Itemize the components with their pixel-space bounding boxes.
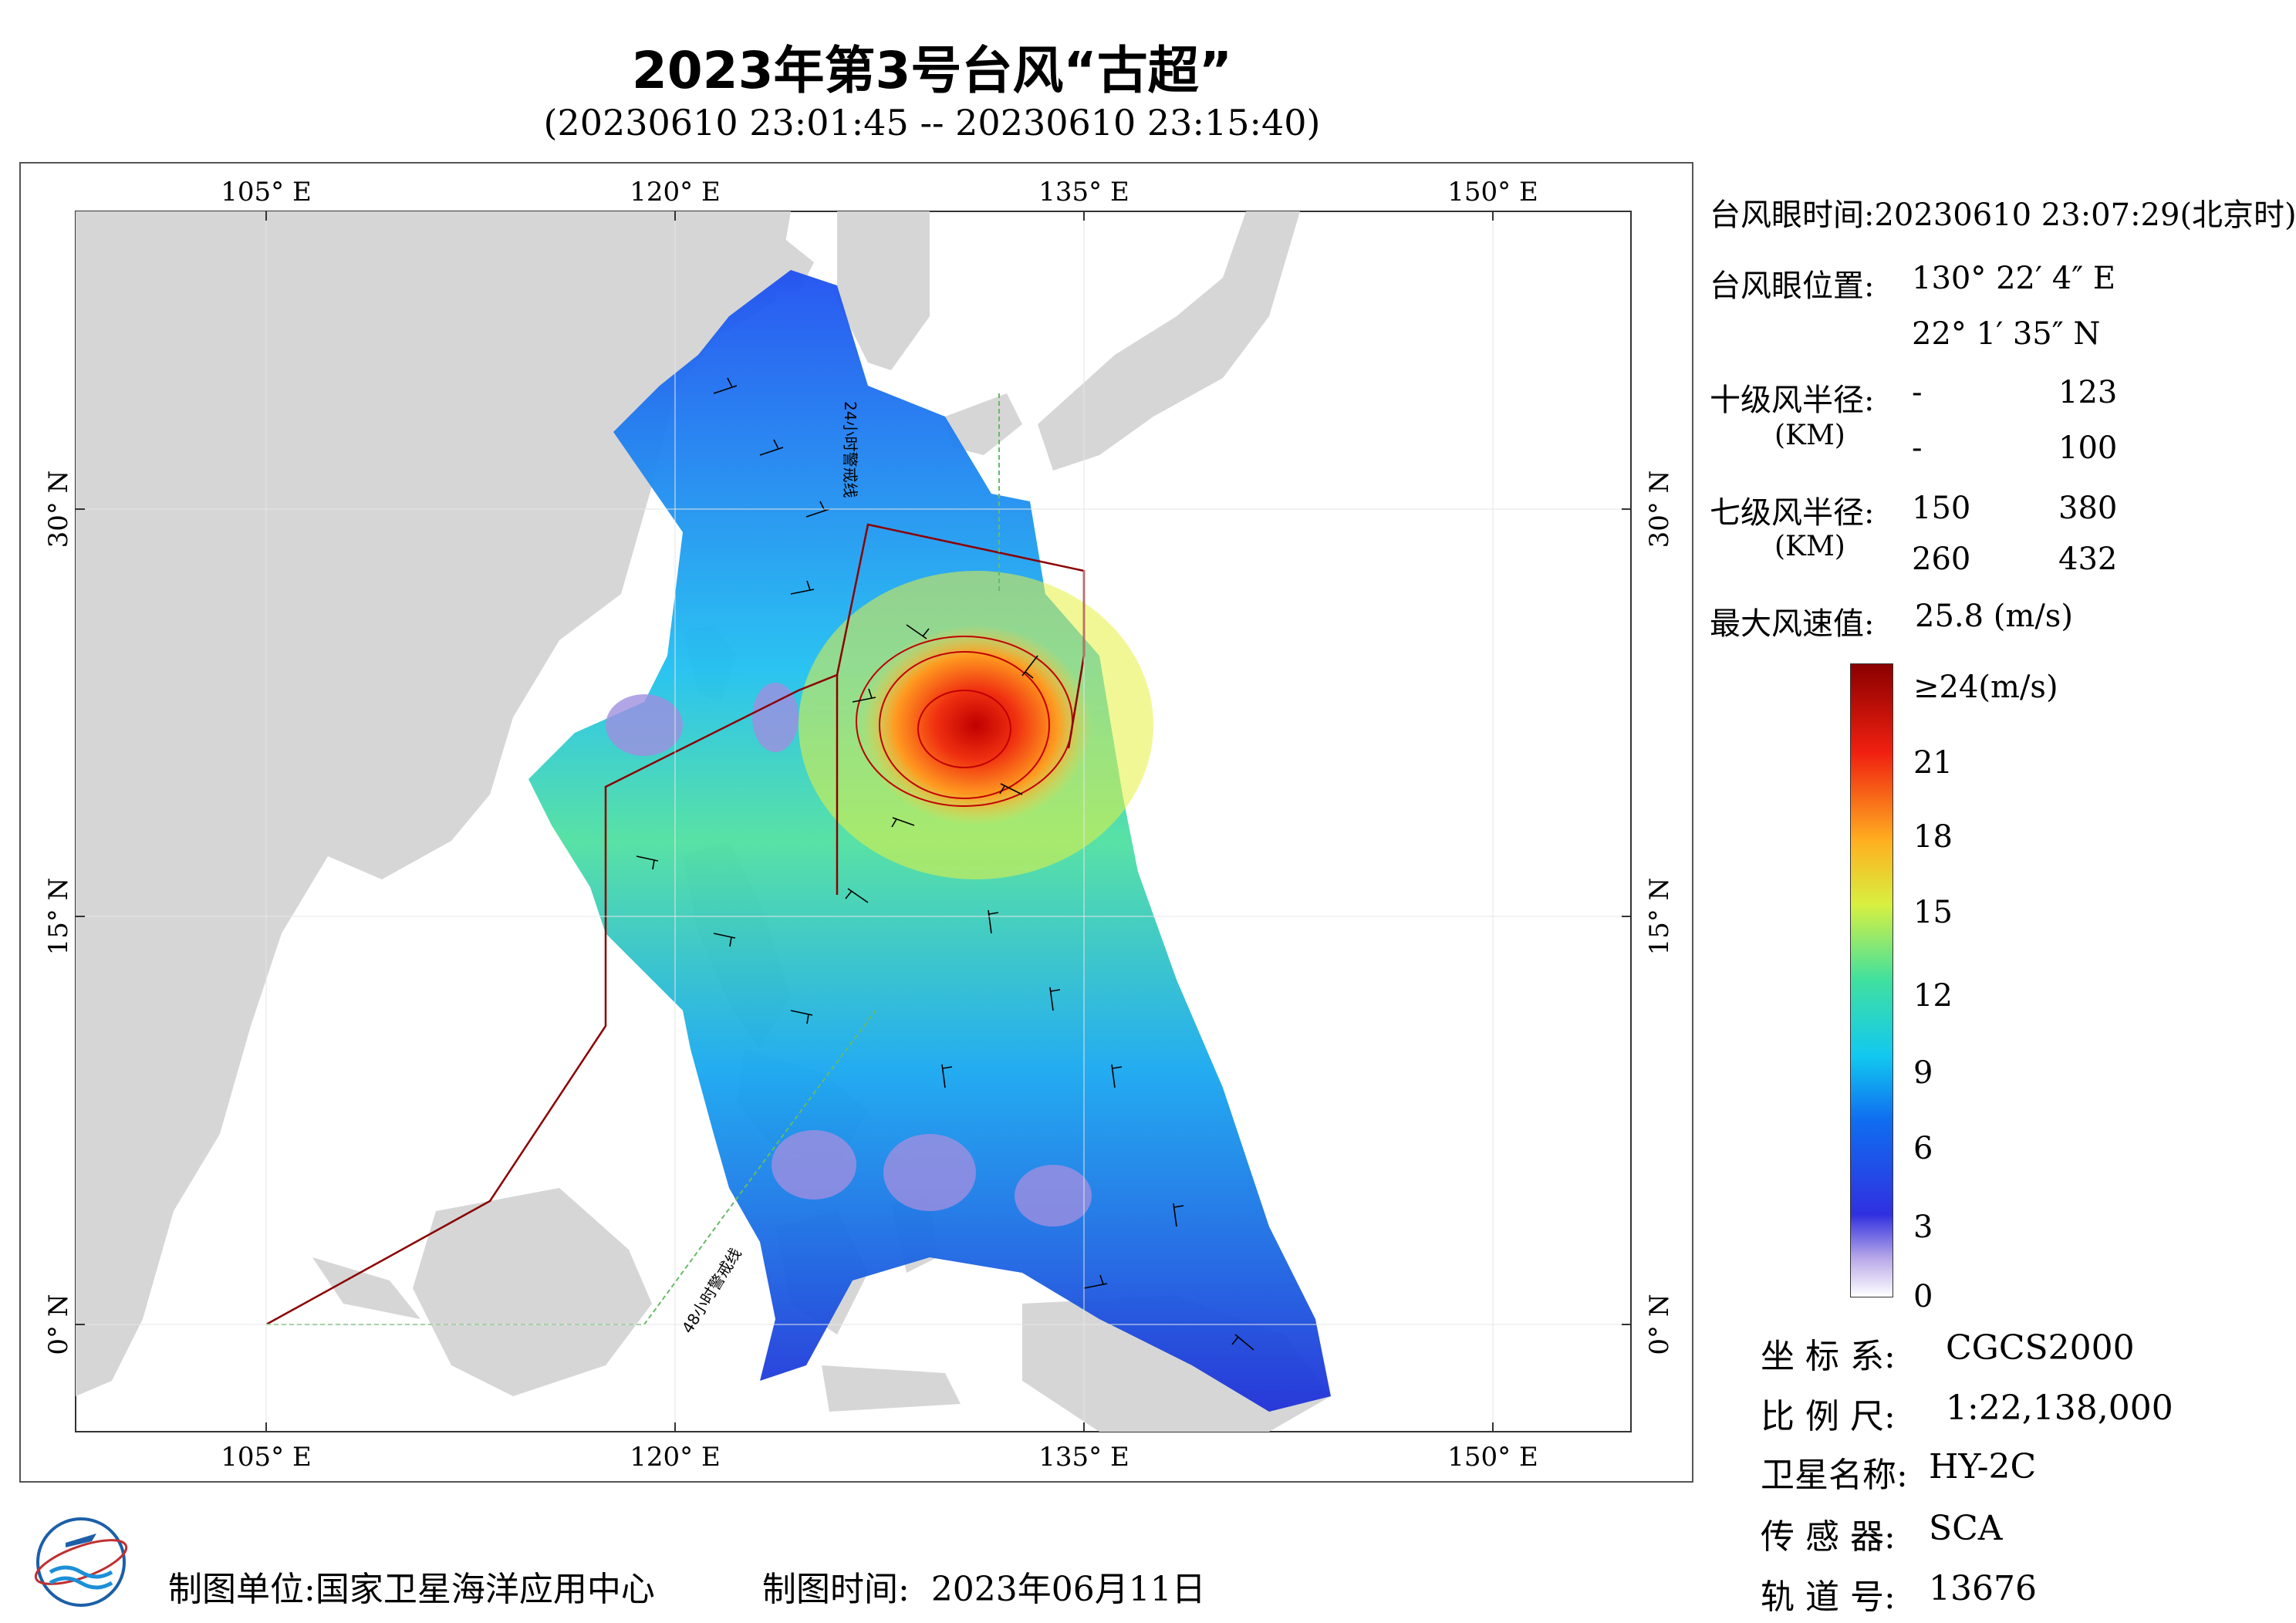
low-wind-patches — [606, 683, 1092, 1227]
eye-time-label: 台风眼时间: — [1710, 197, 1875, 233]
wind-speed-colorbar — [1850, 663, 1893, 1297]
lon-tick-top: 150° E — [1447, 177, 1538, 208]
lon-tick-top: 105° E — [221, 177, 312, 208]
r10-row1-col1: - — [1912, 375, 1923, 410]
coord-value: CGCS2000 — [1946, 1328, 2135, 1368]
production-unit-value: 国家卫星海洋应用中心 — [315, 1570, 655, 1609]
eye-position-label: 台风眼位置: — [1710, 268, 1875, 304]
colorbar-label: ≥24(m/s) — [1913, 670, 2058, 705]
lat-tick-left: 15° N — [43, 878, 74, 956]
production-time: 制图时间: 2023年06月11日 — [762, 1561, 1206, 1611]
r7-label: 七级风半径: — [1710, 495, 1875, 531]
production-unit-label: 制图单位: — [168, 1570, 316, 1609]
scale-value: 1:22,138,000 — [1946, 1388, 2173, 1428]
r10-row1-col2: 123 — [2058, 375, 2118, 410]
production-time-value: 2023年06月11日 — [930, 1570, 1206, 1609]
r10-label: 十级风半径: — [1710, 383, 1875, 418]
map-title: 2023年第3号台风“古超” — [631, 41, 1233, 100]
eye-latitude: 22° 1′ 35″ N — [1912, 316, 2101, 352]
lon-tick-top: 135° E — [1038, 177, 1129, 208]
wind-barbs — [636, 377, 1254, 1351]
r10-row2-col2: 100 — [2058, 430, 2118, 466]
satellite-label: 卫星名称: — [1761, 1456, 1908, 1495]
r10-row2-col1: - — [1912, 430, 1923, 466]
r10-unit: (KM) — [1774, 420, 1845, 451]
observation-time-range: (20230610 23:01:45 -- 20230610 23:15:40) — [543, 102, 1321, 143]
orbit-label: 轨 道 号: — [1761, 1577, 1896, 1617]
colorbar-label: 15 — [1913, 895, 1953, 930]
production-time-label: 制图时间: — [762, 1570, 910, 1609]
lat-tick-right: 15° N — [1644, 878, 1675, 956]
production-unit: 制图单位:国家卫星海洋应用中心 — [168, 1561, 655, 1611]
scale-label: 比 例 尺: — [1761, 1397, 1896, 1436]
typhoon-wind-map: 24小时警戒线 48小时警戒线 105° E 120° E 135° E 150… — [43, 177, 1675, 1473]
r7-row2-col2: 432 — [2058, 542, 2118, 577]
lat-tick-right: 30° N — [1644, 471, 1675, 548]
tick-marks — [76, 211, 1631, 1432]
label-24h-warning-line: 24小时警戒线 — [841, 401, 859, 498]
eye-longitude: 130° 22′ 4″ E — [1912, 261, 2116, 296]
lon-tick-top: 120° E — [630, 177, 721, 208]
lat-tick-left: 30° N — [43, 471, 74, 548]
satellite-value: HY-2C — [1929, 1447, 2037, 1486]
coord-label: 坐 标 系: — [1761, 1337, 1896, 1376]
r7-row1-col1: 150 — [1912, 491, 1971, 526]
sensor-label: 传 感 器: — [1761, 1517, 1896, 1557]
map-frame — [19, 162, 1693, 1483]
warning-line-48h — [265, 673, 839, 1326]
r7-unit: (KM) — [1774, 531, 1845, 562]
orbit-value: 13676 — [1929, 1569, 2037, 1608]
colorbar-label: 21 — [1913, 745, 1953, 781]
max-wind-label: 最大风速值: — [1710, 606, 1875, 642]
colorbar-label: 9 — [1913, 1055, 1933, 1091]
lat-tick-right: 0° N — [1644, 1294, 1675, 1355]
lon-tick-bottom: 150° E — [1447, 1442, 1538, 1473]
colorbar-label: 12 — [1913, 978, 1953, 1014]
max-wind-value: 25.8 (m/s) — [1915, 599, 2073, 634]
lat-tick-left: 0° N — [43, 1294, 74, 1355]
colorbar-label: 0 — [1913, 1279, 1933, 1314]
lon-tick-bottom: 105° E — [221, 1442, 312, 1473]
r7-row2-col1: 260 — [1912, 542, 1971, 577]
nsoas-logo — [34, 1517, 128, 1607]
r7-row1-col2: 380 — [2058, 491, 2118, 526]
eye-time-row: 台风眼时间:20230610 23:07:29(北京时) — [1710, 190, 2296, 235]
eye-time-value: 20230610 23:07:29(北京时) — [1874, 197, 2296, 233]
sensor-value: SCA — [1929, 1509, 2003, 1548]
graticule — [76, 211, 1631, 1432]
colorbar-label: 3 — [1913, 1210, 1933, 1245]
typhoon-core — [860, 625, 1092, 825]
lon-tick-bottom: 120° E — [630, 1442, 721, 1473]
lon-tick-bottom: 135° E — [1038, 1442, 1129, 1473]
colorbar-label: 18 — [1913, 819, 1953, 855]
colorbar-label: 6 — [1913, 1131, 1933, 1166]
